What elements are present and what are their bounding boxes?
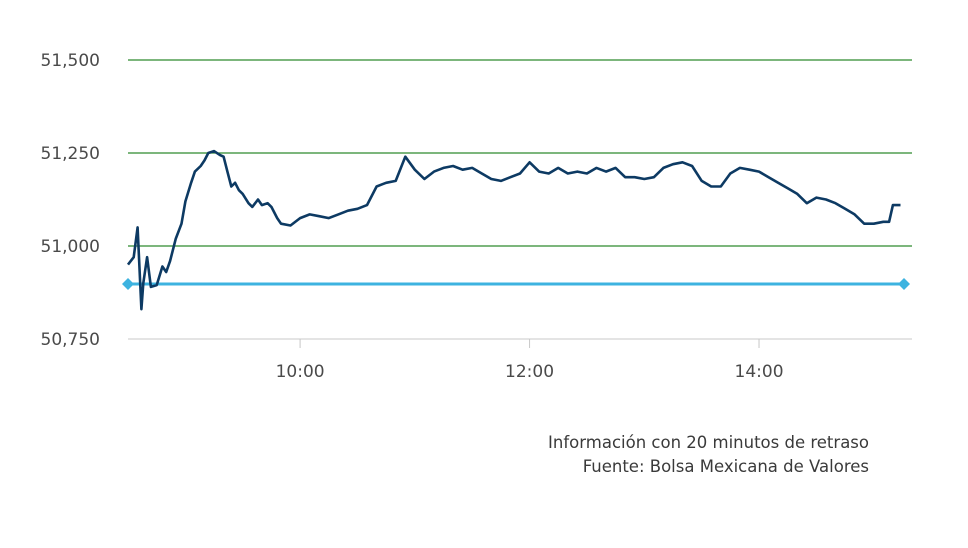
price-series xyxy=(126,149,901,311)
y-tick-label: 51,000 xyxy=(41,237,100,257)
grid-lines xyxy=(128,59,912,247)
x-axis: 10:00 12:00 14:00 xyxy=(128,338,912,382)
series-line xyxy=(126,149,901,311)
delay-notice: Información con 20 minutos de retraso xyxy=(548,433,869,452)
x-tick-label: 10:00 xyxy=(276,362,325,382)
reference-line xyxy=(122,277,910,290)
y-axis-tick-labels: 51,500 51,250 51,000 50,750 xyxy=(41,51,100,350)
x-tick-label: 12:00 xyxy=(505,362,554,382)
y-tick-label: 51,500 xyxy=(41,51,100,71)
source-notice: Fuente: Bolsa Mexicana de Valores xyxy=(582,457,869,476)
reference-diamond-marker xyxy=(898,277,910,290)
y-tick-label: 50,750 xyxy=(41,330,100,350)
reference-diamond-marker xyxy=(122,277,134,290)
y-tick-label: 51,250 xyxy=(41,144,100,164)
x-tick-label: 14:00 xyxy=(735,362,784,382)
intraday-line-chart: 51,500 51,250 51,000 50,750 10:00 12:00 14:00 xyxy=(41,51,912,382)
